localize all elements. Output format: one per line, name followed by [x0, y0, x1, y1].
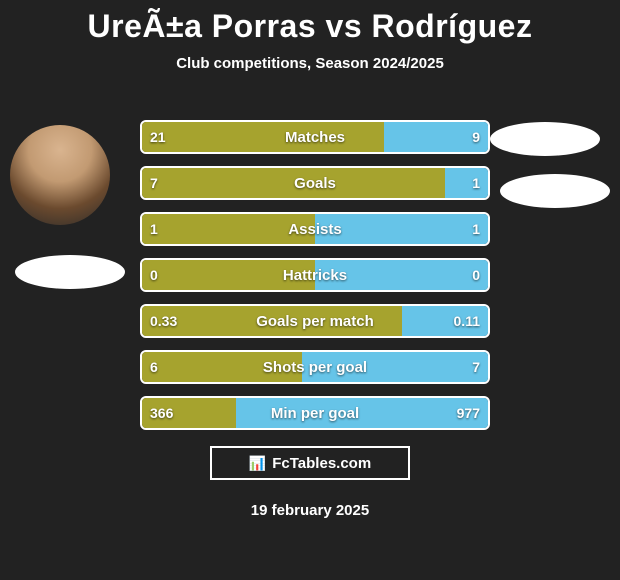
page-title: UreÃ±a Porras vs Rodríguez: [0, 0, 620, 45]
bar-segment-left: [142, 168, 445, 198]
bar-row: Assists11: [140, 212, 490, 246]
player-right-avatar-ellipse: [490, 122, 600, 156]
bar-row: Hattricks00: [140, 258, 490, 292]
bar-row: Min per goal366977: [140, 396, 490, 430]
fctables-logo[interactable]: 📊 FcTables.com: [210, 446, 410, 480]
bar-segment-right: [402, 306, 489, 336]
bar-segment-right: [302, 352, 488, 382]
bar-segment-right: [236, 398, 488, 428]
bar-segment-left: [142, 352, 302, 382]
bar-segment-right: [445, 168, 488, 198]
bar-segment-right: [315, 214, 488, 244]
chart-icon: 📊: [249, 456, 266, 470]
player-left-avatar: [10, 125, 110, 225]
bar-row: Shots per goal67: [140, 350, 490, 384]
bar-segment-right: [384, 122, 488, 152]
bar-segment-right: [315, 260, 488, 290]
bar-segment-left: [142, 122, 384, 152]
logo-text: FcTables.com: [272, 455, 371, 472]
comparison-bars: Matches219 Goals71 Assists11 Hattricks00 Goa…: [140, 120, 490, 442]
bar-row: Goals71: [140, 166, 490, 200]
bar-segment-left: [142, 306, 402, 336]
subtitle: Club competitions, Season 2024/2025: [0, 55, 620, 72]
bar-segment-left: [142, 260, 315, 290]
bar-segment-left: [142, 398, 236, 428]
player-left-name-ellipse: [15, 255, 125, 289]
player-right-name-ellipse: [500, 174, 610, 208]
bar-segment-left: [142, 214, 315, 244]
bar-row: Matches219: [140, 120, 490, 154]
date-label: 19 february 2025: [0, 502, 620, 519]
bar-row: Goals per match0.330.11: [140, 304, 490, 338]
